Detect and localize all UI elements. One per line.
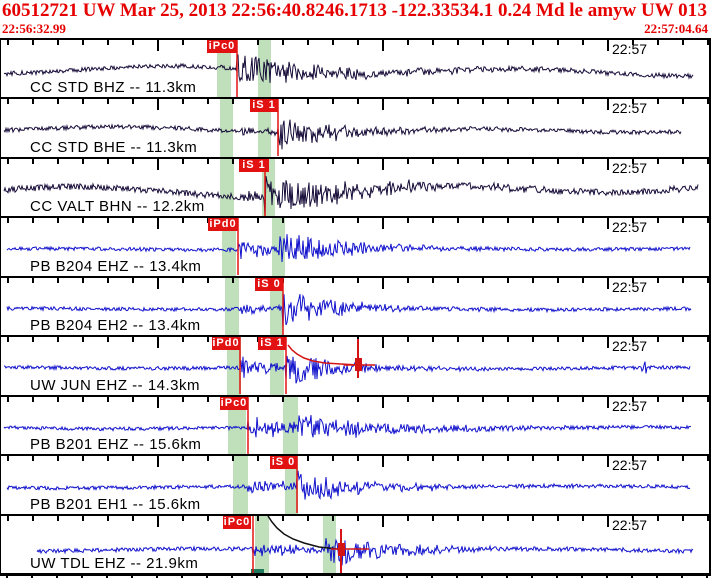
phase-window xyxy=(233,456,248,514)
pick-flag[interactable]: iPc0 xyxy=(220,396,248,410)
pick-flag[interactable]: iS 0 xyxy=(270,456,297,470)
event-magnitude-info: 4.1 0.24 Md le amyw UW 01 xyxy=(469,0,698,21)
trace-panel-7: iPc0 PB B201 EHZ -- 15.6km 22:57 xyxy=(1,394,709,455)
pick-flag[interactable]: iS 1 xyxy=(258,337,286,351)
trace-panel-9: iPc0 UW TDL EHZ -- 21.9km 22:57 xyxy=(1,513,709,573)
station-label: UW TDL EHZ -- 21.9km xyxy=(30,554,199,572)
time-tick-label: 22:57 xyxy=(612,159,648,176)
coda-decay-curve xyxy=(287,344,359,366)
coda-marker-handle[interactable] xyxy=(338,542,345,556)
coda-window-tab xyxy=(251,568,264,573)
event-version: 3 xyxy=(697,0,707,21)
event-id-time: 60512721 UW Mar 25, 2013 22:56:40.82 xyxy=(2,0,325,21)
time-ticks xyxy=(7,456,709,468)
trace-panel-8: iS 0 PB B201 EH1 -- 15.6km 22:57 xyxy=(1,454,709,514)
waveform xyxy=(3,414,692,438)
pick-flag[interactable]: iPc0 xyxy=(207,40,237,53)
phase-window xyxy=(228,396,246,455)
time-ticks xyxy=(7,99,709,111)
time-tick-label: 22:57 xyxy=(612,100,648,117)
trace-panel-1: iPc0 CC STD BHZ -- 11.3km 22:57 xyxy=(1,38,709,98)
phase-window xyxy=(258,40,271,98)
pick-flag[interactable]: iPc0 xyxy=(223,515,251,529)
pick-flag[interactable]: iS 1 xyxy=(250,99,278,113)
event-coordinates: 46.1713 -122.3353 xyxy=(325,0,470,21)
time-tick-label: 22:57 xyxy=(612,516,648,533)
waveform-canvas[interactable] xyxy=(1,396,709,454)
time-ticks xyxy=(7,40,709,51)
time-ticks xyxy=(7,218,709,230)
coda-decay-curve xyxy=(267,515,339,550)
time-ticks xyxy=(7,396,709,408)
station-label: CC STD BHE -- 11.3km xyxy=(30,138,198,156)
pick-flag[interactable]: iS 1 xyxy=(239,158,269,172)
phase-window xyxy=(258,99,271,157)
station-label: CC STD BHZ -- 11.3km xyxy=(30,79,197,97)
time-tick-label: 22:57 xyxy=(612,219,648,236)
waveform-canvas[interactable] xyxy=(1,456,709,514)
window-start-time: 22:56:32.99 xyxy=(2,21,66,36)
time-ticks xyxy=(7,158,709,170)
station-label: PB B204 EH2 -- 13.4km xyxy=(30,317,201,335)
phase-window xyxy=(220,158,234,217)
waveform-canvas[interactable] xyxy=(1,515,709,573)
waveform xyxy=(6,470,691,501)
trace-stack: iPc0 CC STD BHZ -- 11.3km 22:57 iS 1 CC STD … xyxy=(0,38,711,573)
station-label: UW JUN EHZ -- 14.3km xyxy=(30,376,201,394)
window-end-time: 22:57:04.64 xyxy=(644,21,708,36)
waveform-canvas[interactable] xyxy=(1,337,709,395)
time-tick-label: 22:57 xyxy=(612,338,648,355)
trace-panel-4: iPd0 PB B204 EHZ -- 13.4km 22:57 xyxy=(1,216,709,276)
phase-window xyxy=(225,277,239,336)
phase-window xyxy=(222,218,236,276)
station-label: CC VALT BHN -- 12.2km xyxy=(30,198,205,216)
waveform-canvas[interactable] xyxy=(1,218,709,276)
phase-window xyxy=(255,515,269,573)
waveform xyxy=(36,537,694,566)
trace-panel-5: iS 0 PB B204 EH2 -- 13.4km 22:57 xyxy=(1,275,709,336)
pick-flag[interactable]: iPd0 xyxy=(208,218,238,232)
waveform-canvas[interactable] xyxy=(1,40,709,97)
waveform xyxy=(6,234,691,263)
trace-panel-3: iS 1 CC VALT BHN -- 12.2km 22:57 xyxy=(1,156,709,217)
waveform xyxy=(3,120,682,150)
time-tick-label: 22:57 xyxy=(612,457,648,474)
pick-flag[interactable]: iS 0 xyxy=(255,277,283,291)
time-tick-label: 22:57 xyxy=(612,41,648,57)
station-label: PB B201 EH1 -- 15.6km xyxy=(30,495,201,513)
waveform xyxy=(3,175,699,215)
time-ticks xyxy=(7,515,709,527)
bottom-axis xyxy=(0,573,711,578)
station-label: PB B204 EHZ -- 13.4km xyxy=(30,257,202,275)
pick-flag[interactable]: iPd0 xyxy=(212,337,240,351)
phase-window xyxy=(220,99,233,157)
time-ticks xyxy=(7,277,709,289)
phase-window xyxy=(227,337,241,395)
phase-window xyxy=(217,40,231,98)
event-header: 60512721 UW Mar 25, 2013 22:56:40.82 46.… xyxy=(0,0,711,38)
station-label: PB B201 EHZ -- 15.6km xyxy=(30,436,202,454)
trace-panel-6: iPd0 iS 1 UW JUN EHZ -- 14.3km 22:57 xyxy=(1,335,709,395)
waveform xyxy=(6,293,692,328)
event-summary-line: 60512721 UW Mar 25, 2013 22:56:40.82 46.… xyxy=(0,0,711,21)
trace-panel-2: iS 1 CC STD BHE -- 11.3km 22:57 xyxy=(1,97,709,157)
coda-marker-handle[interactable] xyxy=(355,358,362,372)
waveform xyxy=(3,54,694,83)
time-tick-label: 22:57 xyxy=(612,278,648,295)
time-window-line: 22:56:32.99 22:57:04.64 xyxy=(0,21,711,36)
time-tick-label: 22:57 xyxy=(612,397,648,414)
